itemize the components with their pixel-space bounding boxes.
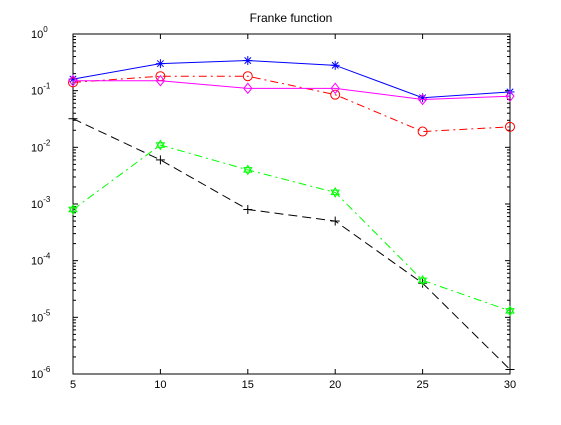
data-point-diamond bbox=[330, 82, 340, 95]
data-point-asterisk bbox=[155, 59, 165, 69]
data-point-asterisk bbox=[243, 56, 253, 66]
data-point-plus bbox=[155, 155, 165, 165]
series-4 bbox=[68, 114, 515, 375]
data-point-circle bbox=[505, 121, 515, 132]
data-point-plus bbox=[243, 204, 253, 214]
series-line bbox=[72, 75, 511, 133]
data-point-circle bbox=[68, 77, 78, 88]
y-tick-label: 10-3 bbox=[31, 195, 51, 211]
x-tick-label: 25 bbox=[416, 379, 428, 391]
data-point-plus bbox=[68, 114, 78, 124]
x-tick-label: 10 bbox=[154, 379, 166, 391]
x-tick-label: 20 bbox=[329, 379, 341, 391]
y-tick-label: 10-2 bbox=[31, 138, 51, 154]
y-tick-label: 10-5 bbox=[31, 308, 51, 324]
y-tick-label: 10-4 bbox=[31, 252, 51, 268]
series-line bbox=[72, 60, 511, 99]
series-line bbox=[73, 80, 511, 100]
data-point-circle bbox=[417, 126, 428, 137]
y-tick-label: 10-6 bbox=[31, 365, 51, 381]
x-tick-label: 30 bbox=[504, 379, 516, 391]
series-1 bbox=[68, 56, 515, 103]
data-point-diamond bbox=[505, 90, 515, 102]
x-tick-label: 15 bbox=[242, 379, 254, 391]
data-point-plus bbox=[505, 365, 515, 375]
axis-ticks: 5 10 15 20 25 30 100 10-1 10-2 10-3 10-4 10-5 10-6 bbox=[31, 25, 516, 391]
series-layer bbox=[68, 56, 515, 375]
data-point-diamond bbox=[417, 93, 428, 106]
data-point-asterisk bbox=[330, 60, 340, 70]
series-line bbox=[72, 118, 511, 370]
series-3 bbox=[68, 74, 515, 106]
data-point-circle bbox=[330, 89, 341, 100]
data-point-hexagram bbox=[330, 186, 340, 198]
data-point-plus bbox=[330, 216, 340, 226]
data-point-diamond bbox=[243, 82, 253, 95]
y-tick-label: 100 bbox=[31, 25, 48, 41]
data-point-diamond bbox=[68, 74, 78, 87]
data-point-hexagram bbox=[68, 203, 78, 215]
x-tick-label: 5 bbox=[70, 379, 76, 391]
chart-title: Franke function bbox=[250, 11, 333, 25]
y-tick-label: 10-1 bbox=[31, 82, 51, 98]
series-5 bbox=[68, 139, 515, 317]
plot-area bbox=[72, 33, 511, 375]
data-point-hexagram bbox=[505, 305, 515, 317]
data-point-hexagram bbox=[155, 139, 166, 151]
data-point-hexagram bbox=[417, 274, 428, 286]
data-point-diamond bbox=[155, 74, 166, 87]
data-point-hexagram bbox=[243, 164, 253, 176]
data-point-circle bbox=[242, 71, 253, 82]
data-point-plus bbox=[418, 278, 428, 288]
series-line bbox=[72, 144, 511, 312]
